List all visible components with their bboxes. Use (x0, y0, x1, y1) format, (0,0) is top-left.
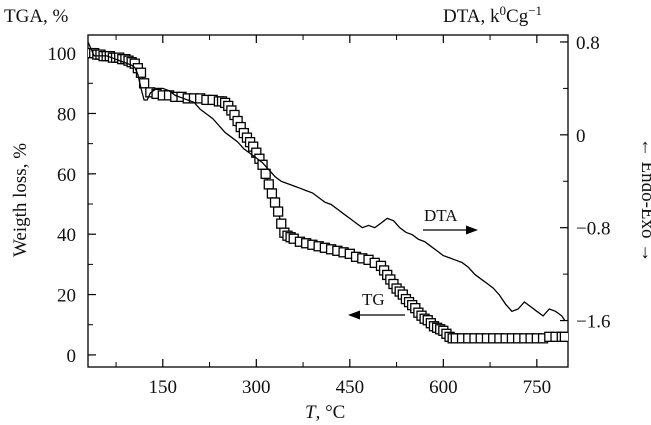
dta-annotation-arrowhead (466, 225, 478, 235)
data-point-tg (272, 206, 284, 217)
y-axis-label-right: ← Endo-Exo → (637, 138, 651, 263)
x-tick-label: 150 (149, 377, 178, 398)
y-right-tick-label: −1.6 (576, 312, 610, 333)
x-tick-label: 450 (336, 377, 365, 398)
data-series (88, 41, 568, 344)
x-tick-label: 300 (242, 377, 271, 398)
annotations: DTA TG (348, 206, 478, 320)
y-left-tick-label: 60 (57, 165, 76, 186)
series-dta (88, 41, 566, 321)
x-axis-label: T, °C (305, 402, 345, 423)
axis-labels: 150 300 450 600 750 0 20 40 60 80 100 0.8 0 −0.8 −1.6 D… (48, 33, 611, 398)
y-right-tick-label: −0.8 (576, 219, 610, 240)
y-left-tick-label: 80 (57, 104, 76, 125)
y-right-tick-label: 0.8 (576, 33, 600, 54)
plot-frame (87, 34, 569, 368)
data-point-tg (260, 168, 271, 179)
series-tg (88, 47, 568, 344)
right-axis-title: DTA, k0Cg−1 (443, 3, 542, 27)
x-tick-label: 750 (523, 377, 552, 398)
y-left-tick-label: 0 (67, 346, 77, 367)
data-point-tg (269, 197, 281, 208)
plot-area (87, 34, 569, 368)
data-point-tg (263, 179, 274, 190)
data-point-tg (276, 218, 287, 229)
x-axis-label-var: T (305, 402, 317, 423)
y-left-tick-label: 40 (57, 225, 76, 246)
y-left-tick-label: 100 (48, 44, 77, 65)
y-axis-label-left: Weigth loss, % (10, 143, 31, 257)
data-point-tg (257, 159, 268, 170)
tg-annotation-label: TG (362, 290, 385, 309)
right-axis-title-main: DTA, k (443, 6, 500, 27)
right-axis-title-sup2: −1 (528, 3, 542, 18)
x-axis-label-unit: , °C (316, 402, 346, 423)
y-left-tick-label: 20 (57, 286, 76, 307)
y-right-tick-label: 0 (576, 126, 586, 147)
right-axis-title-suffix: Cg (506, 6, 529, 27)
data-point-tg (559, 331, 568, 342)
data-point-tg (266, 188, 278, 199)
left-axis-title: TGA, % (4, 6, 69, 27)
series-line-dta (88, 41, 566, 321)
tg-annotation-arrowhead (348, 310, 360, 320)
right-axis-title-sup: 0 (500, 3, 507, 18)
x-tick-label: 600 (429, 377, 458, 398)
dta-annotation-label: DTA (424, 206, 458, 225)
tick-marks (88, 35, 568, 368)
